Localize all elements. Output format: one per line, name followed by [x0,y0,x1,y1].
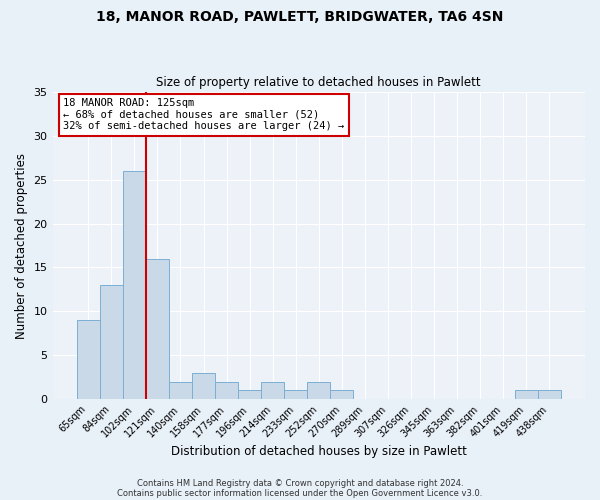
Bar [261,382,284,399]
Bar [307,382,330,399]
Title: Size of property relative to detached houses in Pawlett: Size of property relative to detached ho… [157,76,481,90]
Bar [215,382,238,399]
Bar [538,390,561,399]
Text: Contains public sector information licensed under the Open Government Licence v3: Contains public sector information licen… [118,488,482,498]
Bar [77,320,100,399]
X-axis label: Distribution of detached houses by size in Pawlett: Distribution of detached houses by size … [171,444,467,458]
Bar [330,390,353,399]
Bar [238,390,261,399]
Text: 18 MANOR ROAD: 125sqm
← 68% of detached houses are smaller (52)
32% of semi-deta: 18 MANOR ROAD: 125sqm ← 68% of detached … [63,98,344,132]
Bar [284,390,307,399]
Bar [123,171,146,399]
Bar [169,382,192,399]
Bar [146,258,169,399]
Bar [192,373,215,399]
Bar [100,285,123,399]
Text: Contains HM Land Registry data © Crown copyright and database right 2024.: Contains HM Land Registry data © Crown c… [137,478,463,488]
Text: 18, MANOR ROAD, PAWLETT, BRIDGWATER, TA6 4SN: 18, MANOR ROAD, PAWLETT, BRIDGWATER, TA6… [97,10,503,24]
Y-axis label: Number of detached properties: Number of detached properties [15,152,28,338]
Bar [515,390,538,399]
